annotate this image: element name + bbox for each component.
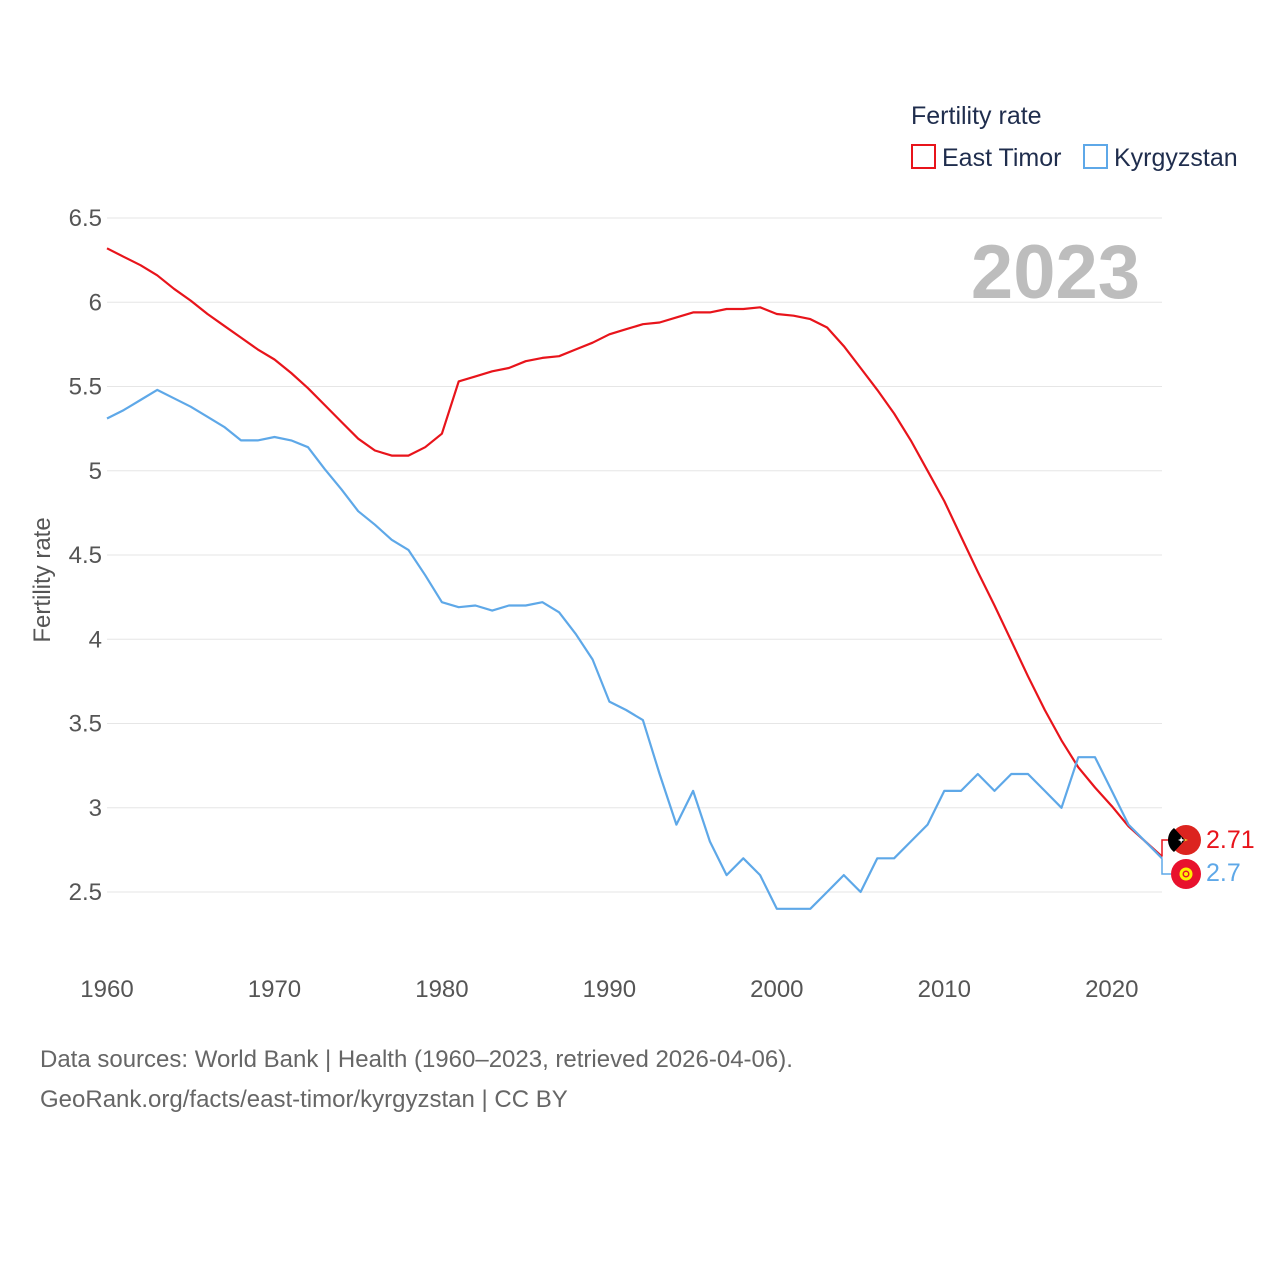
x-axis-ticks: 1960 1970 1980 1990 2000 2010 2020 bbox=[80, 976, 1138, 1003]
y-tick-label: 2.5 bbox=[69, 879, 102, 906]
x-tick-label: 1990 bbox=[583, 976, 636, 1003]
y-axis-ticks: 2.5 3 3.5 4 4.5 5 5.5 6 6.5 bbox=[69, 205, 102, 906]
kyrgyzstan-flag-icon bbox=[1171, 859, 1201, 889]
y-tick-label: 4 bbox=[89, 626, 102, 653]
x-tick-label: 1970 bbox=[248, 976, 301, 1003]
year-watermark: 2023 bbox=[971, 230, 1140, 315]
legend-label-kyrgyzstan: Kyrgyzstan bbox=[1114, 144, 1238, 172]
y-tick-label: 6.5 bbox=[69, 205, 102, 232]
legend-swatch-east-timor bbox=[911, 144, 936, 169]
legend-swatch-kyrgyzstan bbox=[1083, 144, 1108, 169]
gridlines bbox=[107, 217, 1162, 893]
legend: Fertility rate East Timor Kyrgyzstan bbox=[911, 102, 1238, 172]
y-tick-label: 4.5 bbox=[69, 542, 102, 569]
legend-item-kyrgyzstan[interactable]: Kyrgyzstan bbox=[1083, 144, 1238, 172]
end-markers: 2.71 2.7 bbox=[1161, 825, 1255, 889]
series-lines bbox=[106, 247, 1163, 910]
end-value-kyrgyzstan: 2.7 bbox=[1206, 859, 1241, 887]
series-line-east-timor bbox=[106, 247, 1163, 858]
y-tick-label: 3.5 bbox=[69, 711, 102, 738]
legend-label-east-timor: East Timor bbox=[942, 144, 1061, 172]
data-source-text: Data sources: World Bank | Health (1960–… bbox=[40, 1046, 793, 1073]
attribution-link[interactable]: GeoRank.org/facts/east-timor/kyrgyzstan … bbox=[40, 1086, 568, 1113]
end-connector-kyrgyzstan bbox=[1161, 858, 1171, 875]
y-tick-label: 5.5 bbox=[69, 374, 102, 401]
y-tick-label: 3 bbox=[89, 795, 102, 822]
fertility-chart: 2.5 3 3.5 4 4.5 5 5.5 6 6.5 1960 1970 1980 1990 2000… bbox=[29, 102, 1255, 1003]
footer: Data sources: World Bank | Health (1960–… bbox=[40, 1040, 793, 1120]
x-tick-label: 2000 bbox=[750, 976, 803, 1003]
y-tick-label: 6 bbox=[89, 289, 102, 316]
legend-title: Fertility rate bbox=[911, 102, 1042, 130]
east-timor-flag-icon bbox=[1168, 825, 1201, 855]
series-line-kyrgyzstan bbox=[106, 388, 1163, 910]
legend-item-east-timor[interactable]: East Timor bbox=[911, 144, 1061, 172]
x-tick-label: 2010 bbox=[918, 976, 971, 1003]
x-tick-label: 2020 bbox=[1085, 976, 1138, 1003]
y-axis-label: Fertility rate bbox=[29, 517, 56, 642]
x-tick-label: 1960 bbox=[80, 976, 133, 1003]
x-tick-label: 1980 bbox=[415, 976, 468, 1003]
end-value-east-timor: 2.71 bbox=[1206, 826, 1255, 854]
y-tick-label: 5 bbox=[89, 458, 102, 485]
